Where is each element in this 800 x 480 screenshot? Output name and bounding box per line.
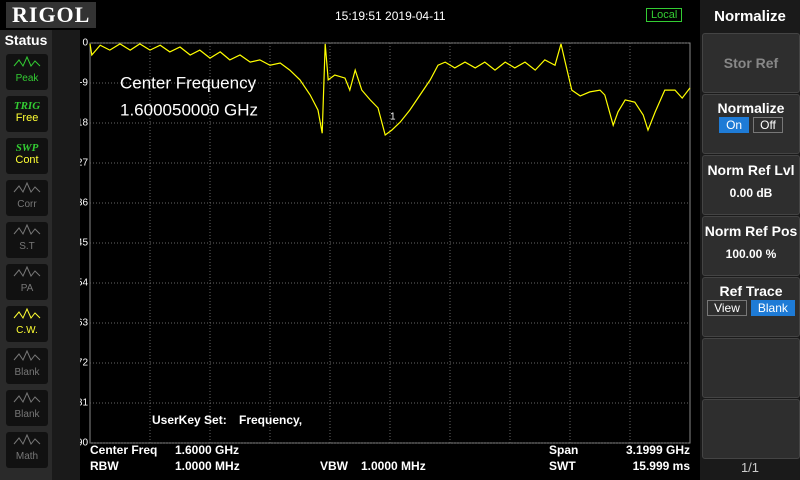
norm-ref-lvl-button[interactable]: Norm Ref Lvl 0.00 dB [702, 155, 800, 215]
annotation: 1.600050000 GHz [120, 100, 258, 119]
y-tick-label: 0 [82, 38, 88, 49]
menu-title: Normalize [714, 8, 786, 25]
status-icon [13, 265, 41, 278]
normalize-button[interactable]: Normalize On Off [702, 94, 800, 154]
button-value: 0.00 dB [729, 186, 773, 200]
footer-label: Span [549, 443, 578, 457]
status-label: SWP [15, 142, 39, 154]
y-tick-label: -36 [80, 198, 88, 209]
button-value: 100.00 % [725, 247, 777, 261]
trace [89, 43, 691, 137]
y-tick-label: -18 [80, 118, 88, 129]
button-label: Norm Ref Lvl [707, 162, 795, 178]
status-bar: Status Peak TRIG Free SWP Cont Corr S.T PA C.W. B… [0, 30, 52, 480]
status-label: Peak [15, 73, 39, 84]
att-value: 10 dB [281, 29, 312, 43]
empty-button[interactable] [702, 338, 800, 398]
footer-value: 3.1999 GHz [626, 443, 690, 457]
status-item: C.W. [6, 306, 48, 342]
page-indicator: 1/1 [740, 460, 760, 475]
status-value: Free [15, 112, 39, 124]
y-tick-label: -90 [80, 438, 88, 449]
y-tick-label: -9 [80, 78, 88, 89]
footer-label: Center Freq [90, 443, 157, 457]
remote-status[interactable]: Local [646, 8, 683, 22]
status-label: Blank [14, 367, 40, 378]
y-tick-label: -54 [80, 278, 88, 289]
status-item: S.T [6, 222, 48, 258]
stor-ref-button[interactable]: Stor Ref [702, 33, 800, 93]
status-icon [13, 55, 41, 68]
brand: RIGOL [6, 2, 97, 28]
y-tick-label: -27 [80, 158, 88, 169]
status-label: C.W. [16, 325, 38, 336]
footer-label: RBW [90, 459, 119, 473]
status-value: Cont [15, 154, 39, 166]
empty-button[interactable] [702, 399, 800, 459]
status-icon [13, 433, 41, 446]
softkey-menu: Normalize Stor Ref Normalize On Off Norm … [700, 0, 800, 480]
footer-value: 1.0000 MHz [175, 459, 240, 473]
status-icon [13, 391, 41, 404]
y-tick-label: -81 [80, 398, 88, 409]
datetime: 15:19:51 2019-04-11 [335, 9, 446, 23]
toggle-blank[interactable]: Blank [750, 300, 795, 316]
status-label: Math [15, 451, 39, 462]
status-icon [13, 223, 41, 236]
y-tick-label: -45 [80, 238, 88, 249]
status-label: TRIG [13, 100, 41, 112]
status-label: S.T [19, 241, 35, 252]
ref-trace-button[interactable]: Ref Trace View Blank [702, 277, 800, 337]
status-icon [13, 349, 41, 362]
status-icon [13, 307, 41, 320]
button-label: Normalize [717, 100, 785, 116]
status-item: Corr [6, 180, 48, 216]
button-label: Ref Trace [719, 283, 783, 299]
toggle-on[interactable]: On [719, 117, 750, 133]
status-label: Blank [14, 409, 40, 420]
footer-label: VBW [320, 459, 349, 473]
marker-freq: 1.6160 GHz [563, 29, 627, 43]
status-icon [13, 181, 41, 194]
status-item: Math [6, 432, 48, 468]
status-title: Status [4, 32, 48, 48]
norm-ref-pos-button[interactable]: Norm Ref Pos 100.00 % [702, 216, 800, 276]
status-item: TRIG Free [6, 96, 48, 132]
footer-label: SWT [549, 459, 576, 473]
annotation: Center Frequency [120, 73, 257, 92]
marker-label: Marker1 [504, 29, 550, 43]
att-label: Att [249, 29, 266, 43]
status-item: Blank [6, 390, 48, 426]
status-item: SWP Cont [6, 138, 48, 174]
userkey-value: Frequency, [239, 413, 302, 427]
marker-value: -19.45 dB [637, 29, 689, 43]
status-label: Corr [17, 199, 37, 210]
status-item: Blank [6, 348, 48, 384]
button-label: Norm Ref Pos [704, 223, 798, 239]
ref-value: 0.00 dBm [116, 29, 167, 43]
footer-value: 15.999 ms [633, 459, 691, 473]
userkey-label: UserKey Set: [152, 413, 227, 427]
ref-label: Ref [91, 29, 111, 43]
footer-value: 1.0000 MHz [361, 459, 426, 473]
y-tick-label: -72 [80, 358, 88, 369]
plot: Ref 0.00 dBm Att 10 dB Marker1 1.6160 GH… [80, 28, 700, 480]
toggle-view[interactable]: View [707, 300, 747, 316]
marker-tag: 1 [390, 112, 396, 123]
status-item: Peak [6, 54, 48, 90]
status-item: PA [6, 264, 48, 300]
y-tick-label: -63 [80, 318, 88, 329]
toggle-off[interactable]: Off [753, 117, 783, 133]
status-label: PA [20, 283, 34, 294]
top-bar: RIGOL 15:19:51 2019-04-11 Local [0, 0, 700, 30]
footer-value: 1.6000 GHz [175, 443, 239, 457]
